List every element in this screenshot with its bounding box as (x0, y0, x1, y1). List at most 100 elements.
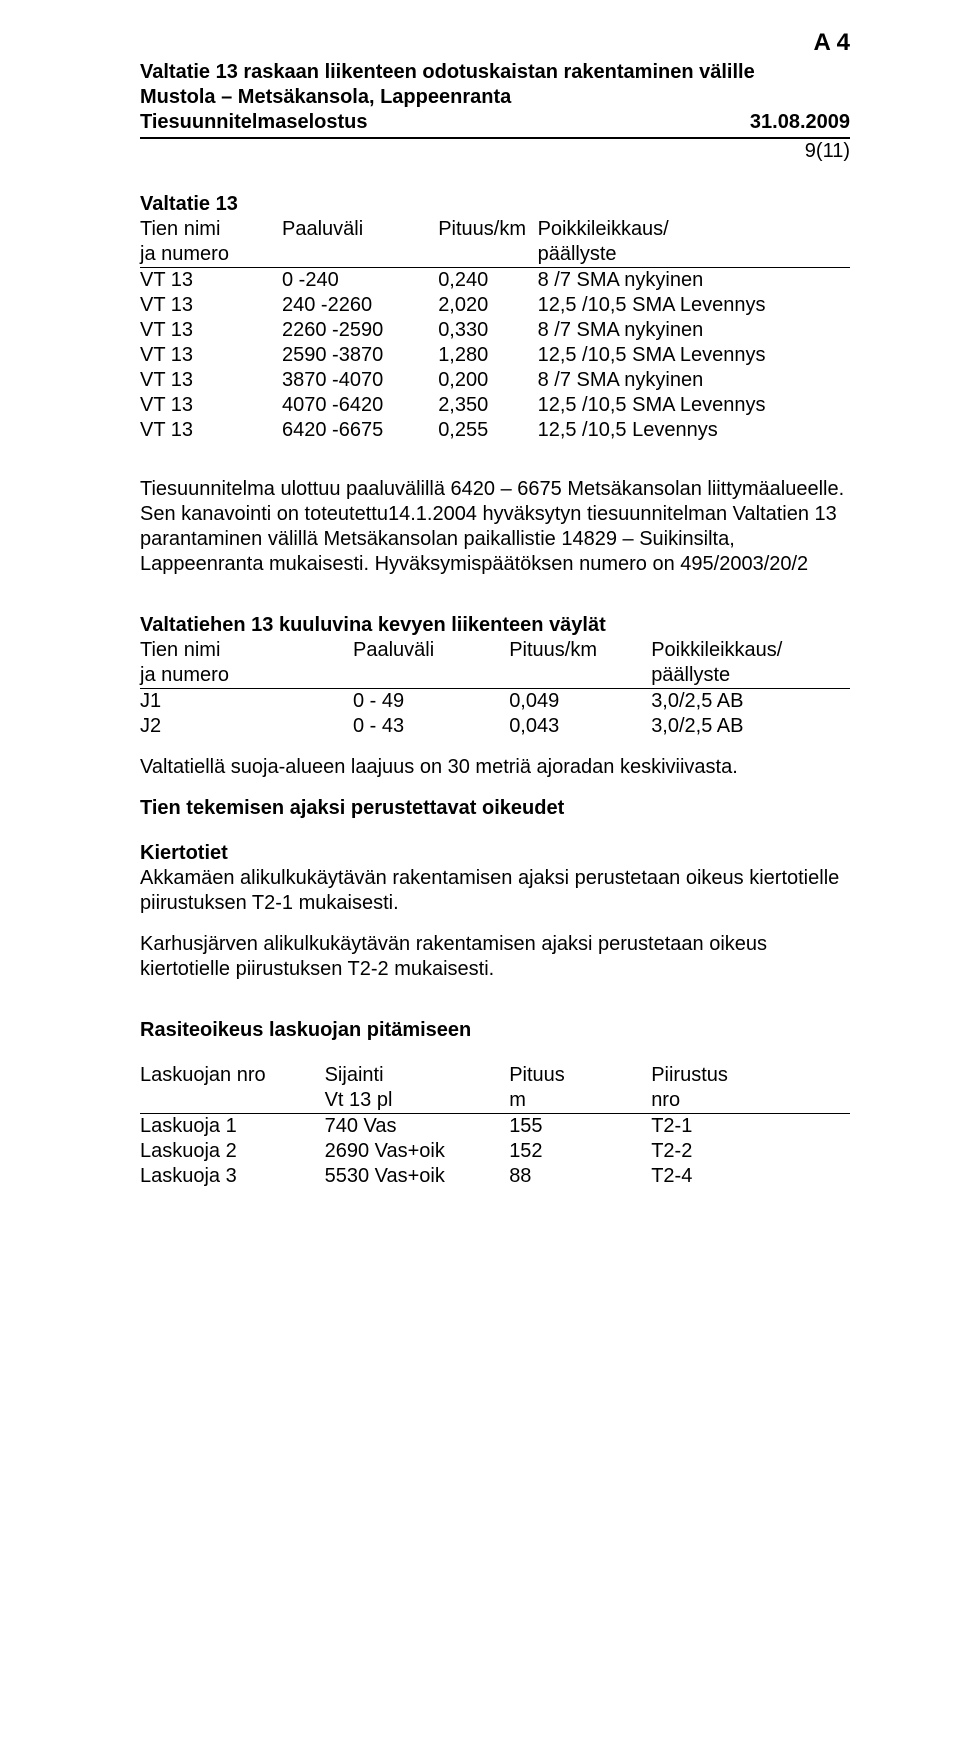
table-cell: 2,020 (438, 293, 537, 318)
vt13-col-range-l2 (282, 242, 438, 268)
table-cell: J1 (140, 689, 353, 715)
table-cell: VT 13 (140, 418, 282, 443)
table-cell: 2690 Vas+oik (325, 1139, 510, 1164)
rasite-h2c2: Vt 13 pl (325, 1088, 510, 1114)
table-row: J20 - 430,0433,0/2,5 AB (140, 714, 850, 739)
vt13-col-desc-l2: päällyste (538, 242, 850, 268)
table-cell: 6420 -6675 (282, 418, 438, 443)
rasite-heading: Rasiteoikeus laskuojan pitämiseen (140, 1018, 850, 1043)
header-doc-type: Tiesuunnitelmaselostus (140, 110, 367, 135)
rasite-h1c2: Sijainti (325, 1063, 510, 1088)
table-row: VT 130 -2400,2408 /7 SMA nykyinen (140, 268, 850, 294)
table-row: VT 132260 -25900,3308 /7 SMA nykyinen (140, 318, 850, 343)
doc-header: Valtatie 13 raskaan liikenteen odotuskai… (140, 60, 850, 164)
kiertotiet-para2: Karhusjärven alikulkukäytävän rakentamis… (140, 932, 850, 982)
tien-tekemisen-heading: Tien tekemisen ajaksi perustettavat oike… (140, 796, 850, 821)
table-cell: 0 -240 (282, 268, 438, 294)
rasite-h1c1: Laskuojan nro (140, 1063, 325, 1088)
table-row: VT 132590 -38701,28012,5 /10,5 SMA Leven… (140, 343, 850, 368)
table-row: Laskuoja 22690 Vas+oik152T2-2 (140, 1139, 850, 1164)
table-cell: 88 (509, 1164, 651, 1189)
vt13-col-desc-l1: Poikkileikkaus/ (538, 217, 850, 242)
rasite-table: Laskuojan nro Sijainti Pituus Piirustus … (140, 1063, 850, 1189)
table-cell: 2260 -2590 (282, 318, 438, 343)
table-cell: 8 /7 SMA nykyinen (538, 318, 850, 343)
vt13-col-range-l1: Paaluväli (282, 217, 438, 242)
table-cell: 0,255 (438, 418, 537, 443)
kevyen-rows: J10 - 490,0493,0/2,5 ABJ20 - 430,0433,0/… (140, 689, 850, 740)
table-row: VT 13240 -22602,02012,5 /10,5 SMA Levenn… (140, 293, 850, 318)
table-cell: 2,350 (438, 393, 537, 418)
table-cell: VT 13 (140, 368, 282, 393)
valtatie13-heading: Valtatie 13 (140, 192, 850, 217)
kv-col-l1c1: Tien nimi (140, 638, 353, 663)
table-cell: 3,0/2,5 AB (651, 714, 850, 739)
kv-col-l1c4: Poikkileikkaus/ (651, 638, 850, 663)
rasite-h1c4: Piirustus (651, 1063, 850, 1088)
table-cell: 3870 -4070 (282, 368, 438, 393)
table-row: Laskuoja 35530 Vas+oik88T2-4 (140, 1164, 850, 1189)
kiertotiet-para1: Akkamäen alikulkukäytävän rakentamisen a… (140, 866, 850, 916)
table-cell: VT 13 (140, 343, 282, 368)
header-title-line2: Mustola – Metsäkansola, Lappeenranta (140, 85, 850, 110)
kiertotiet-heading: Kiertotiet (140, 841, 850, 866)
table-cell: Laskuoja 3 (140, 1164, 325, 1189)
table-cell: 12,5 /10,5 SMA Levennys (538, 343, 850, 368)
header-title-line1: Valtatie 13 raskaan liikenteen odotuskai… (140, 60, 850, 85)
rasite-h1c3: Pituus (509, 1063, 651, 1088)
table-cell: VT 13 (140, 268, 282, 294)
rasite-h2c3: m (509, 1088, 651, 1114)
kv-col-l1c3: Pituus/km (509, 638, 651, 663)
table-cell: 8 /7 SMA nykyinen (538, 268, 850, 294)
rasite-section: Rasiteoikeus laskuojan pitämiseen Laskuo… (140, 1018, 850, 1189)
table-cell: J2 (140, 714, 353, 739)
kv-col-l2c2 (353, 663, 509, 689)
header-page: 9(11) (140, 139, 850, 164)
table-cell: 0,240 (438, 268, 537, 294)
kv-col-l2c3 (509, 663, 651, 689)
table-row: VT 133870 -40700,2008 /7 SMA nykyinen (140, 368, 850, 393)
vt13-col-len-l2 (438, 242, 537, 268)
vt13-col-name-l1: Tien nimi (140, 217, 282, 242)
kevyen-table: Tien nimi Paaluväli Pituus/km Poikkileik… (140, 638, 850, 739)
vt13-rows: VT 130 -2400,2408 /7 SMA nykyinenVT 1324… (140, 268, 850, 444)
table-row: VT 134070 -64202,35012,5 /10,5 SMA Leven… (140, 393, 850, 418)
table-cell: VT 13 (140, 318, 282, 343)
vt13-col-name-l2: ja numero (140, 242, 282, 268)
table-cell: 12,5 /10,5 SMA Levennys (538, 293, 850, 318)
table-cell: 4070 -6420 (282, 393, 438, 418)
valtatie13-table: Tien nimi Paaluväli Pituus/km Poikkileik… (140, 217, 850, 443)
table-cell: 0,200 (438, 368, 537, 393)
table-cell: 1,280 (438, 343, 537, 368)
table-cell: 0 - 43 (353, 714, 509, 739)
rasite-h2c4: nro (651, 1088, 850, 1114)
table-cell: Laskuoja 1 (140, 1114, 325, 1140)
header-date: 31.08.2009 (750, 110, 850, 135)
suoja-alue-para: Valtatiellä suoja-alueen laajuus on 30 m… (140, 755, 850, 780)
table-cell: T2-2 (651, 1139, 850, 1164)
table-cell: 2590 -3870 (282, 343, 438, 368)
table-cell: 8 /7 SMA nykyinen (538, 368, 850, 393)
rasite-h2c1 (140, 1088, 325, 1114)
table-cell: Laskuoja 2 (140, 1139, 325, 1164)
table-cell: 152 (509, 1139, 651, 1164)
top-doc-id: A 4 (814, 28, 850, 58)
table-cell: 3,0/2,5 AB (651, 689, 850, 715)
table-cell: 12,5 /10,5 Levennys (538, 418, 850, 443)
table-cell: 0 - 49 (353, 689, 509, 715)
table-cell: 240 -2260 (282, 293, 438, 318)
kv-col-l1c2: Paaluväli (353, 638, 509, 663)
kevyen-section: Valtatiehen 13 kuuluvina kevyen liikente… (140, 613, 850, 739)
kv-col-l2c1: ja numero (140, 663, 353, 689)
table-cell: 0,043 (509, 714, 651, 739)
valtatie13-section: Valtatie 13 Tien nimi Paaluväli Pituus/k… (140, 192, 850, 443)
table-cell: 12,5 /10,5 SMA Levennys (538, 393, 850, 418)
table-row: J10 - 490,0493,0/2,5 AB (140, 689, 850, 715)
kevyen-heading: Valtatiehen 13 kuuluvina kevyen liikente… (140, 613, 850, 638)
paragraph-1: Tiesuunnitelma ulottuu paaluvälillä 6420… (140, 477, 850, 577)
table-cell: 740 Vas (325, 1114, 510, 1140)
vt13-col-len-l1: Pituus/km (438, 217, 537, 242)
table-cell: VT 13 (140, 293, 282, 318)
table-row: Laskuoja 1740 Vas155T2-1 (140, 1114, 850, 1140)
table-cell: 5530 Vas+oik (325, 1164, 510, 1189)
